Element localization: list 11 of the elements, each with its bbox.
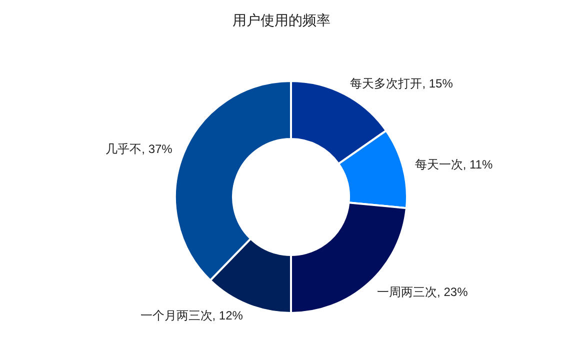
slice-label: 几乎不 (106, 142, 142, 156)
data-label: , 37% (142, 142, 173, 156)
data-label: , 12% (212, 308, 244, 323)
slice-label: 一个月两三次 (140, 308, 212, 323)
chart-title: 用户使用的频率 (232, 11, 332, 30)
data-label: , 15% (422, 76, 454, 91)
slice-label: 一周两三次 (377, 284, 438, 299)
slice-label: 每天多次打开 (350, 76, 422, 91)
data-label: , 23% (437, 284, 468, 299)
slice-label: 每天一次 (414, 158, 463, 172)
data-label: , 11% (462, 158, 493, 172)
